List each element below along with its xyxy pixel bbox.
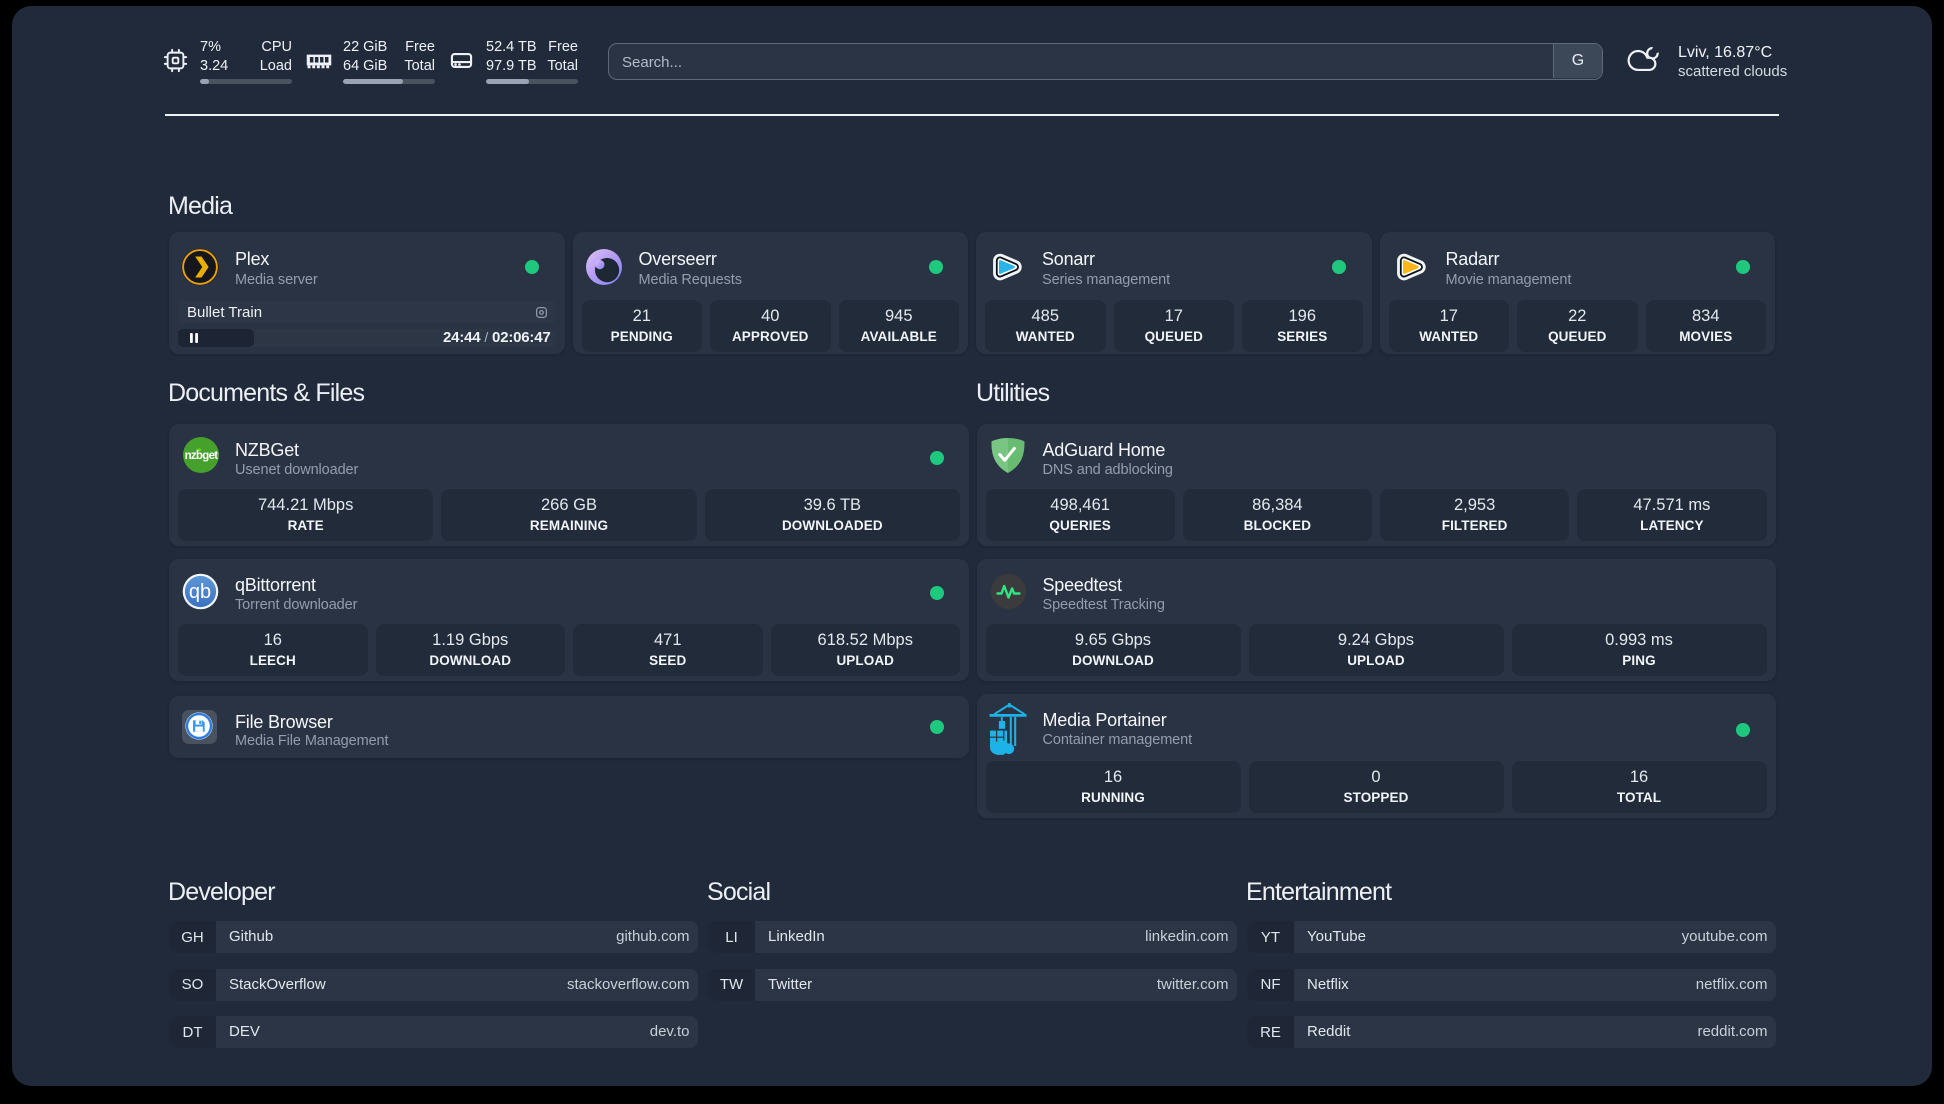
svg-text:qb: qb bbox=[189, 581, 211, 603]
svg-text:nzbget: nzbget bbox=[185, 450, 219, 462]
